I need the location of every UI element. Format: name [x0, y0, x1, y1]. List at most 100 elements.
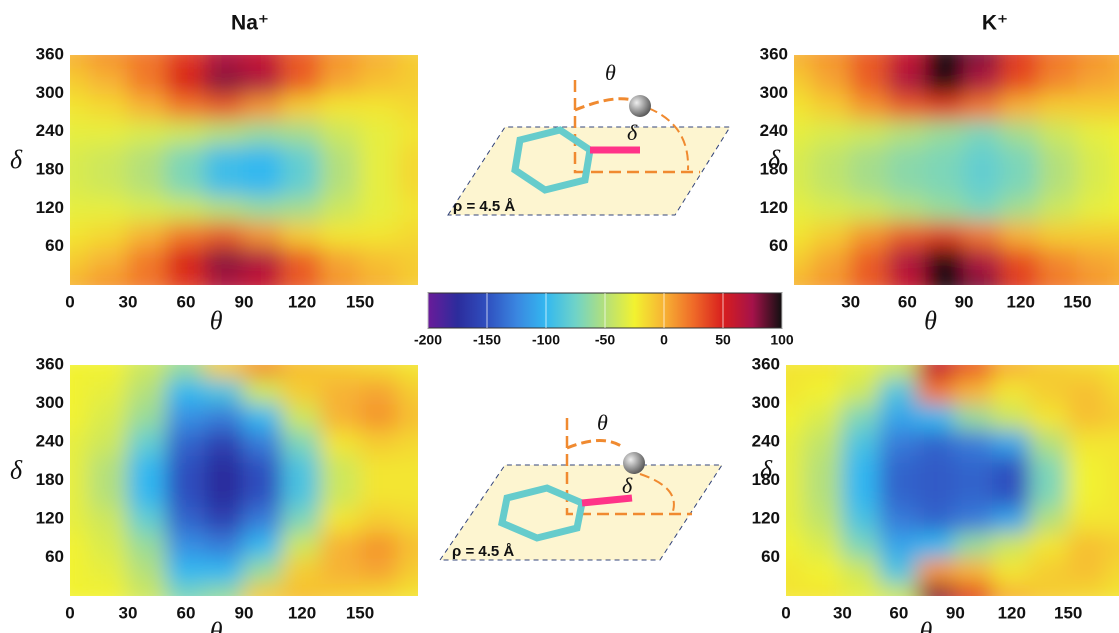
cell [963, 220, 1003, 248]
colorbar-tick-label: 100 [770, 332, 794, 348]
y-tick-label: 360 [760, 44, 788, 63]
cell [1076, 169, 1117, 197]
cell [1038, 66, 1079, 95]
y-tick-label: 60 [45, 236, 64, 255]
cell [243, 505, 284, 533]
cell [397, 143, 418, 171]
schematic: θ δ ρ = 4.5 Å [439, 410, 723, 561]
cell [70, 220, 91, 248]
cell [320, 169, 361, 197]
cell [849, 92, 890, 120]
cell [794, 117, 814, 146]
cell [281, 556, 323, 585]
cell [243, 556, 284, 585]
cell [165, 376, 207, 405]
cell [243, 220, 284, 248]
cell [243, 55, 284, 69]
colorbar-tick-label: 50 [715, 332, 731, 348]
cell [88, 143, 129, 171]
cell [1038, 271, 1079, 285]
y-tick-label: 120 [36, 198, 64, 217]
y-tick-label: 60 [45, 547, 64, 566]
cell [320, 66, 361, 95]
cell [397, 55, 418, 69]
cell [1076, 271, 1117, 285]
cell [320, 55, 361, 69]
cell [165, 169, 207, 197]
cell [849, 194, 890, 223]
cell [204, 194, 245, 223]
cell [70, 582, 91, 596]
cell [991, 479, 1032, 508]
cell [281, 220, 323, 248]
cell [165, 505, 207, 533]
cell [204, 169, 245, 197]
cell [849, 245, 890, 274]
cell [1076, 143, 1117, 171]
cell [794, 169, 814, 197]
cell [88, 453, 129, 482]
cell [165, 117, 207, 146]
y-tick-label: 180 [36, 470, 64, 489]
cell [88, 505, 129, 533]
cell [786, 376, 806, 405]
cell [1029, 479, 1070, 508]
cell [243, 479, 284, 508]
cell [1029, 453, 1070, 482]
y-axis-label: δ [10, 145, 23, 174]
cell [786, 479, 806, 508]
cell [204, 271, 245, 285]
cell [963, 66, 1003, 95]
cell [243, 92, 284, 120]
schematic: θ δ ρ = 4.5 Å [447, 60, 731, 216]
cell [811, 55, 852, 69]
cell [127, 453, 168, 482]
cell [1114, 117, 1119, 146]
cell [88, 66, 129, 95]
cell [204, 365, 245, 379]
cell [165, 245, 207, 274]
cell [88, 55, 129, 69]
y-tick-label: 180 [760, 159, 788, 178]
plot-area [70, 365, 418, 596]
cell [204, 143, 245, 171]
x-axis-label: θ [210, 306, 223, 335]
cell [70, 505, 91, 533]
x-axis-label: θ [919, 617, 932, 633]
cell [320, 220, 361, 248]
cell [359, 143, 400, 171]
cell [811, 143, 852, 171]
cell [204, 376, 245, 405]
colorbar-tick-label: -200 [414, 332, 442, 348]
cell [165, 194, 207, 223]
theta-label: θ [597, 410, 608, 435]
cell [281, 194, 323, 223]
cell [879, 556, 919, 585]
cell [1067, 479, 1107, 508]
y-tick-label: 180 [36, 159, 64, 178]
cell [925, 143, 966, 171]
cell [359, 582, 400, 596]
cell [320, 505, 361, 533]
cell [925, 55, 966, 69]
x-tick-label: 90 [235, 292, 254, 311]
cell [320, 479, 361, 508]
cell [70, 55, 91, 69]
cell [165, 365, 207, 379]
cell [243, 530, 284, 559]
cell [1029, 582, 1070, 596]
y-tick-label: 360 [36, 354, 64, 373]
cell [1029, 428, 1070, 456]
cell [786, 365, 806, 379]
cell [281, 505, 323, 533]
cell [841, 428, 882, 456]
cell [803, 479, 844, 508]
cell [786, 530, 806, 559]
cell [963, 55, 1003, 69]
cell [841, 556, 882, 585]
cell [165, 402, 207, 431]
delta-label: δ [627, 120, 638, 145]
cell [841, 530, 882, 559]
cell [70, 365, 91, 379]
cell [127, 428, 168, 456]
